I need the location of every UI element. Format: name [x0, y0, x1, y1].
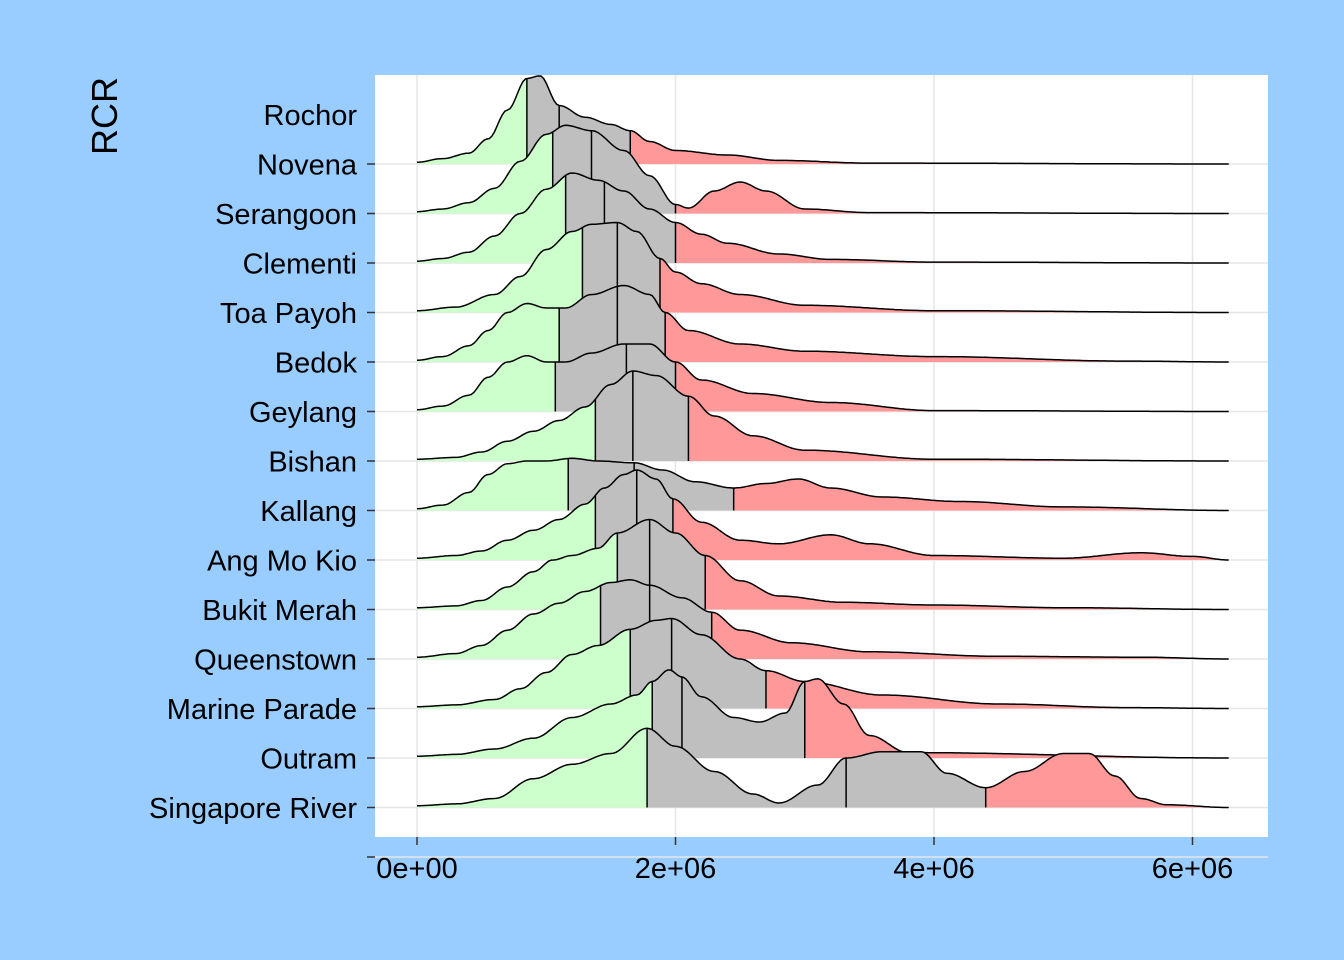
category-label: Ang Mo Kio [207, 546, 357, 578]
ridge-fill-high [660, 258, 1229, 313]
ridge-fill-low [417, 303, 560, 362]
category-label: Serangoon [215, 199, 357, 231]
ridge-fill-low [417, 132, 553, 214]
category-label: Clementi [243, 249, 357, 281]
ridge-fill-low [417, 355, 556, 412]
ridge-fill-high [665, 312, 1229, 362]
ridge-fill-low [417, 728, 648, 808]
x-tick-label: 0e+00 [376, 853, 457, 885]
ridge-fill-high [675, 222, 1229, 263]
ridge-fill-high [985, 753, 1229, 808]
ridge-fill-q1-q2 [595, 371, 633, 461]
ridge-outline [417, 518, 1229, 611]
category-label: Bukit Merah [202, 595, 357, 627]
ridge-fill-low [417, 629, 631, 709]
category-label: Novena [257, 150, 358, 182]
ridge-fill-low [417, 399, 596, 461]
category-label: Bishan [268, 447, 357, 479]
category-labels: Rochor Novena Serangoon Clementi Toa Payoh Be… [149, 100, 375, 858]
ridge-outline [416, 343, 1229, 413]
x-axis: 0e+00 2e+06 4e+06 6e+06 [376, 837, 1233, 885]
ridge-fill-high [711, 612, 1229, 659]
ridge-fill-high [688, 396, 1229, 461]
ridge-fill-q2-q3 [649, 519, 706, 610]
category-label: Toa Payoh [220, 298, 357, 330]
ridge-fill-low [417, 585, 601, 659]
x-tick-label: 2e+06 [635, 853, 716, 885]
ridge-geylang [417, 370, 1229, 462]
ridge-fill-q1-q2 [647, 728, 847, 808]
ridge-fill-high [733, 479, 1229, 511]
ridge-outline [416, 457, 1229, 512]
ridge-fill-high [630, 130, 1229, 164]
ridge-fill-low [417, 458, 569, 511]
ridge-fill-low [417, 175, 566, 263]
ridges [416, 75, 1229, 809]
ridge-fill-q2-q3 [632, 371, 689, 461]
ridge-outline [416, 75, 1229, 165]
ridge-fill-q2-q3 [682, 677, 805, 758]
ridge-outline [417, 469, 1229, 561]
ridge-fill-high [675, 362, 1229, 412]
category-label: Singapore River [149, 793, 357, 825]
ridge-fill-high [672, 498, 1229, 560]
ridge-fill-high [705, 555, 1229, 610]
ridge-fill-low [417, 681, 653, 758]
ridge-outline [416, 284, 1229, 363]
x-tick-label: 4e+06 [893, 853, 974, 885]
ridge-toa-payoh [416, 284, 1229, 363]
x-tick-label: 6e+06 [1152, 853, 1233, 885]
ridge-fill-high [804, 678, 1229, 758]
ridge-fill-low [417, 227, 583, 313]
ridge-fill-q2-q3 [846, 751, 986, 808]
ridge-outline [417, 579, 1229, 660]
category-label: Marine Parade [167, 694, 357, 726]
ridge-fill-q2-q3 [671, 618, 766, 709]
ridge-fill-low [417, 78, 527, 164]
ridge-fill-high [766, 670, 1229, 709]
ridge-outline [417, 370, 1229, 462]
category-label: Kallang [260, 496, 357, 528]
category-label: Rochor [264, 100, 358, 132]
ridge-fill-low [417, 533, 618, 610]
ridge-fill-q2-q3 [617, 285, 666, 362]
ridge-fill-low [417, 495, 596, 560]
category-label: Geylang [249, 397, 357, 429]
ridge-outram [417, 727, 1229, 809]
category-label: Queenstown [194, 645, 357, 677]
category-label: Outram [260, 744, 357, 776]
ridge-outline [416, 172, 1229, 264]
chart-title: RCR [84, 77, 125, 155]
ridge-outline [417, 727, 1229, 809]
category-label: Bedok [275, 348, 358, 380]
ridge-outline [417, 221, 1229, 314]
